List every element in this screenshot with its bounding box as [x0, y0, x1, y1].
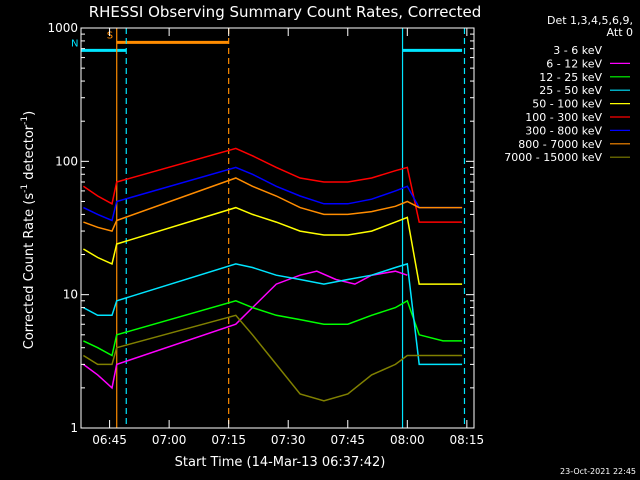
series-line-1: [82, 270, 408, 390]
plot-area: SN: [71, 28, 466, 428]
x-tick-label: 06:45: [92, 433, 127, 447]
y-tick-label: 10: [63, 288, 78, 302]
series-line-7: [83, 177, 463, 232]
y-axis-label-end: ): [22, 111, 37, 116]
flag-label-1: N: [71, 38, 78, 49]
svg-text:Corrected Count Rate (s-1 dete: Corrected Count Rate (s-1 detector-1): [20, 111, 37, 349]
y-axis-label-sup2: -1: [20, 116, 30, 125]
plot-frame: [80, 27, 475, 429]
x-tick-label: 08:00: [390, 433, 425, 447]
legend-label-3: 25 - 50 keV: [539, 84, 602, 97]
y-axis-label-mid: detector: [22, 124, 37, 184]
legend-header-line-2: Att 0: [607, 26, 633, 39]
series-line-6: [83, 166, 463, 222]
legend-label-7: 800 - 7000 keV: [518, 138, 602, 151]
series-line-8: [83, 314, 463, 402]
legend-label-6: 300 - 800 keV: [525, 124, 602, 137]
x-tick-label: 08:15: [450, 433, 485, 447]
axes: 1 10 100 1000 06:45 07:00 07:15 07:30 07:45 08:00…: [47, 21, 484, 447]
footer-date: 23-Oct-2021 22:45: [560, 467, 636, 476]
x-tick-label: 07:30: [271, 433, 306, 447]
legend-label-1: 6 - 12 keV: [546, 57, 602, 70]
y-axis-label-sup1: -1: [20, 184, 30, 193]
y-tick-label: 1000: [47, 21, 78, 35]
series-line-5: [82, 147, 463, 223]
x-axis-label: Start Time (14-Mar-13 06:37:42): [175, 455, 386, 470]
legend-label-4: 50 - 100 keV: [532, 98, 602, 111]
legend-label-0: 3 - 6 keV: [553, 44, 602, 57]
series-line-4: [83, 206, 463, 285]
legend-label-2: 12 - 25 keV: [539, 71, 602, 84]
series-line-3: [83, 262, 463, 366]
legend-label-5: 100 - 300 keV: [525, 111, 602, 124]
x-tick-label: 07:15: [211, 433, 246, 447]
legend-label-8: 7000 - 15000 keV: [504, 151, 602, 164]
x-tick-label: 07:00: [152, 433, 187, 447]
x-tick-label: 07:45: [330, 433, 365, 447]
y-tick-label: 1: [70, 421, 78, 435]
y-axis-label: Corrected Count Rate (s-1 detector-1): [20, 111, 37, 349]
y-tick-label: 100: [55, 154, 78, 168]
y-axis-label-main: Corrected Count Rate (s: [22, 193, 37, 350]
chart-title: RHESSI Observing Summary Count Rates, Co…: [89, 3, 482, 21]
legend-header-line-1: Det 1,3,4,5,6,9,: [547, 14, 633, 27]
